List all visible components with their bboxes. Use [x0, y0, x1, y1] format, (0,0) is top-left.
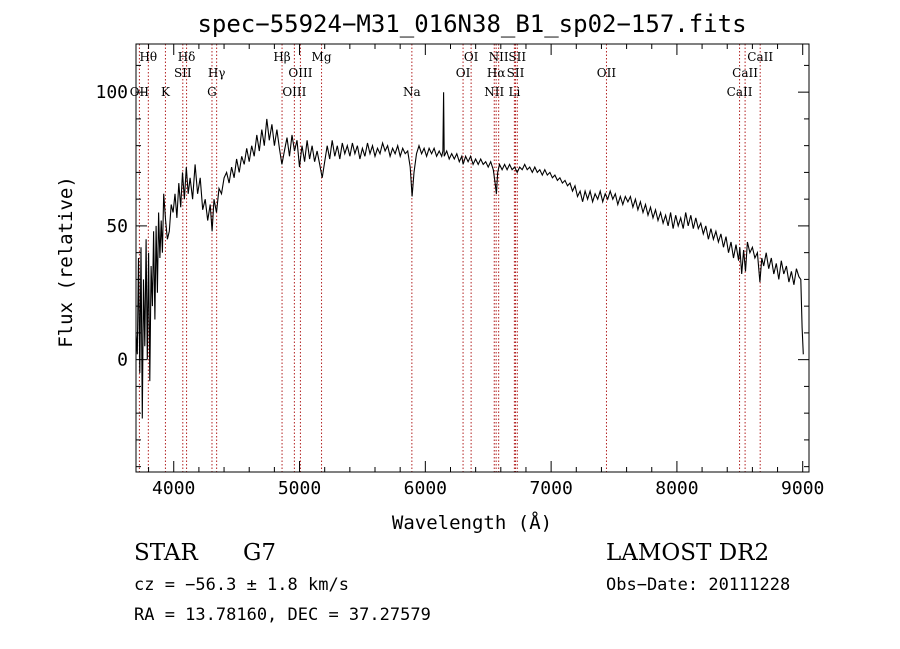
object-class: STAR	[134, 540, 198, 566]
line-marker-label-2: K	[161, 85, 171, 99]
line-marker-label-1: Hθ	[139, 50, 157, 64]
line-marker-label-12: OI	[456, 66, 471, 80]
y-axis-ticks: 0 50 100	[95, 64, 809, 468]
y-axis-label: Flux (relative)	[55, 176, 77, 348]
line-marker-label-5: G	[207, 85, 217, 99]
x-tick-label-7000: 7000	[529, 478, 572, 499]
x-axis-label: Wavelength (Å)	[392, 511, 552, 534]
line-marker-label-16: NII	[489, 50, 509, 64]
line-marker-label-6: Hγ	[208, 66, 226, 80]
y-tick-label-50: 50	[106, 216, 128, 237]
line-marker-label-7: Hβ	[273, 50, 290, 64]
line-marker-label-23: CaII	[747, 50, 773, 64]
line-marker-label-20: OII	[597, 66, 617, 80]
x-axis-ticks: 4000 5000 6000 7000 8000 9000	[148, 44, 824, 499]
line-marker-label-8: OIII	[282, 85, 306, 99]
line-markers	[138, 44, 761, 472]
line-marker-label-15: Hα	[487, 66, 506, 80]
x-tick-label-6000: 6000	[404, 478, 447, 499]
redshift-readout: cz = −56.3 ± 1.8 km/s	[134, 575, 349, 595]
x-tick-label-9000: 9000	[781, 478, 824, 499]
line-marker-label-9: OIII	[288, 66, 312, 80]
survey-name: LAMOST DR2	[606, 540, 769, 566]
observation-date: Obs−Date: 20111228	[606, 575, 790, 595]
object-subclass: G7	[243, 540, 276, 566]
line-marker-label-18: SII	[507, 66, 525, 80]
x-tick-label-5000: 5000	[278, 478, 321, 499]
y-tick-label-100: 100	[95, 82, 128, 103]
line-marker-label-17: Li	[508, 85, 520, 99]
chart-title: spec−55924−M31_016N38_B1_sp02−157.fits	[197, 10, 746, 38]
plot-frame	[135, 43, 810, 473]
line-marker-label-22: CaII	[732, 66, 758, 80]
x-tick-label-4000: 4000	[152, 478, 195, 499]
spectrum-series-line	[135, 92, 804, 419]
line-marker-label-3: SII	[174, 66, 192, 80]
x-tick-label-8000: 8000	[655, 478, 698, 499]
line-marker-label-19: SII	[508, 50, 526, 64]
line-marker-label-13: OI	[464, 50, 479, 64]
y-tick-label-0: 0	[117, 350, 128, 371]
line-marker-label-14: NII	[484, 85, 504, 99]
line-marker-label-4: Hδ	[178, 50, 196, 64]
line-marker-labels: OIIHθKSIIHδGHγHβOIIIOIIIMgNaOIOINIIHαNII…	[130, 50, 774, 99]
coordinates-readout: RA = 13.78160, DEC = 37.27579	[134, 605, 431, 625]
line-marker-label-11: Na	[403, 85, 421, 99]
line-marker-label-21: CaII	[727, 85, 753, 99]
line-marker-label-10: Mg	[312, 50, 332, 64]
